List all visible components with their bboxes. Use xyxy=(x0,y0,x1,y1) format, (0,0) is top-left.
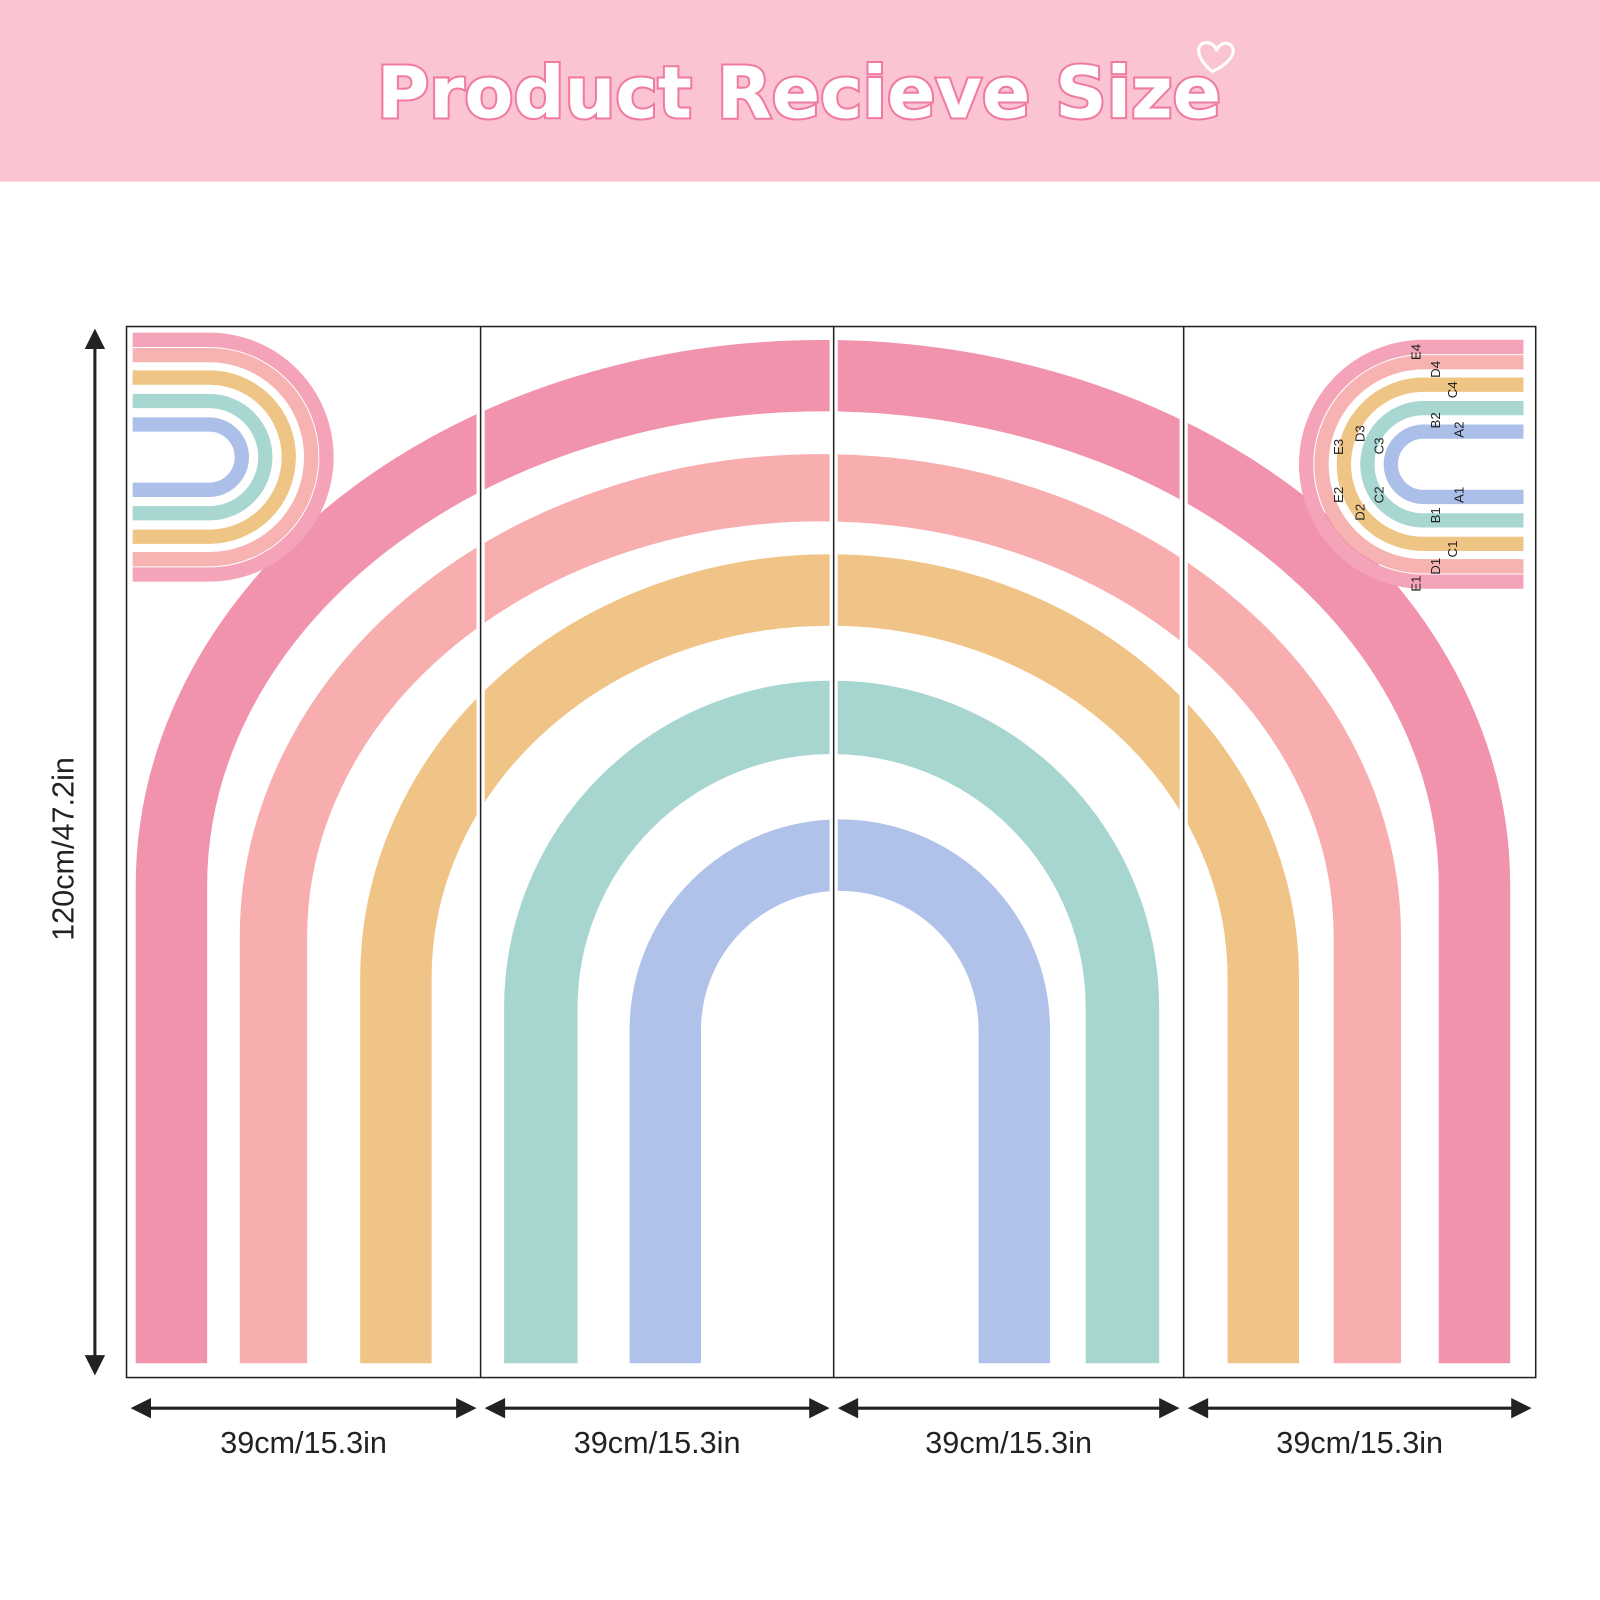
width-label: 39cm/15.3in xyxy=(574,1426,741,1460)
width-label: 39cm/15.3in xyxy=(220,1426,387,1460)
part-label: E4 xyxy=(1408,344,1423,360)
small-rainbow-right xyxy=(1360,401,1524,528)
small-rainbow-right xyxy=(1383,424,1524,505)
sheet-border xyxy=(125,325,1537,1379)
part-label: B1 xyxy=(1428,507,1443,523)
part-label: C2 xyxy=(1372,486,1387,503)
part-label: C4 xyxy=(1445,381,1460,398)
part-label: C1 xyxy=(1445,541,1460,558)
part-label: E3 xyxy=(1331,439,1346,455)
small-rainbow-left xyxy=(132,370,296,544)
small-rainbow-right xyxy=(1336,377,1524,552)
part-label: D2 xyxy=(1352,504,1367,521)
header-title: Product Recieve Size xyxy=(377,51,1221,134)
rainbow-art xyxy=(132,326,1524,1378)
part-label: E1 xyxy=(1408,576,1423,592)
part-label: A2 xyxy=(1451,421,1466,437)
small-rainbow-left xyxy=(132,417,249,497)
rainbow-band xyxy=(239,454,1402,1364)
part-label: D1 xyxy=(1428,558,1443,575)
part-label: B2 xyxy=(1428,412,1443,428)
header-band xyxy=(0,0,1600,182)
small-rainbow-right xyxy=(1314,355,1524,574)
rainbow-band xyxy=(135,339,1511,1364)
part-label: D3 xyxy=(1352,425,1367,442)
rainbow-band xyxy=(629,819,1050,1364)
small-rainbow-right xyxy=(1299,339,1524,589)
height-label: 120cm/47.2in xyxy=(46,757,80,941)
small-rainbow-left xyxy=(132,332,334,582)
part-label: C3 xyxy=(1372,437,1387,454)
width-label: 39cm/15.3in xyxy=(1276,1426,1443,1460)
part-label: E2 xyxy=(1331,487,1346,503)
part-label: D4 xyxy=(1428,361,1443,378)
small-rainbow-left xyxy=(132,347,319,567)
width-label: 39cm/15.3in xyxy=(925,1426,1092,1460)
small-rainbow-left xyxy=(132,393,273,521)
heart-icon xyxy=(1197,41,1235,74)
part-label: A1 xyxy=(1451,487,1466,503)
width-dimensions: 39cm/15.3in 39cm/15.3in 39cm/15.3in 39cm/15… xyxy=(130,1397,1532,1460)
